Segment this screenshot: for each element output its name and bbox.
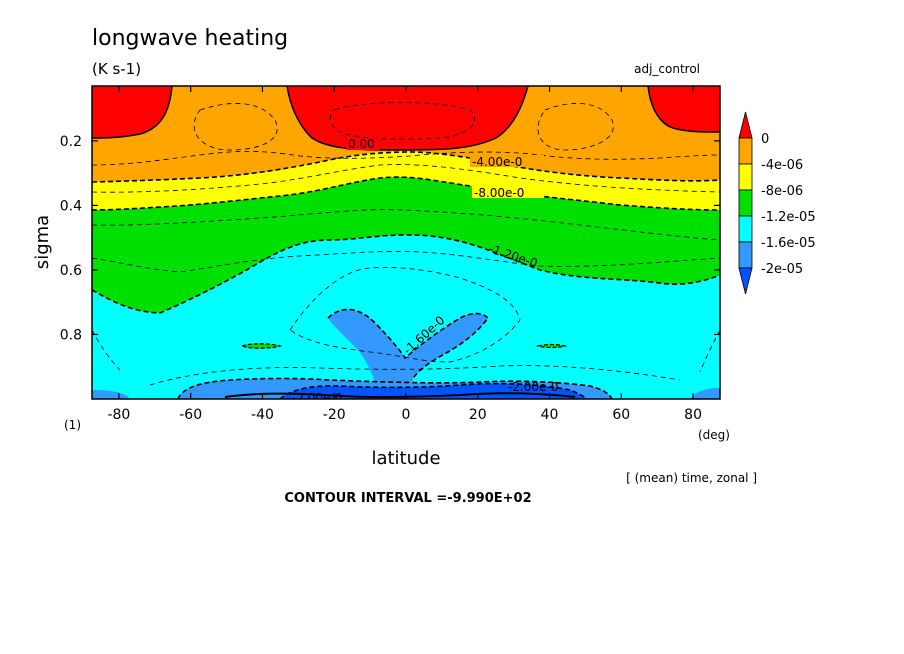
contour-label-1: -4.00e-0 <box>472 155 522 169</box>
colorbar-segment <box>738 241 753 269</box>
contour-label-6: -2.00e-0 <box>292 391 342 405</box>
x-tick-label: -20 <box>323 407 346 423</box>
colorbar-segment <box>738 189 753 217</box>
y-axis: 0.2 0.4 0.6 0.8 <box>60 134 720 343</box>
x-tick-label: -40 <box>251 407 274 423</box>
colorbar-bottom-arrow <box>738 267 753 295</box>
plot-area: 0.00 -4.00e-0 -8.00e-0 -1.20e-0 -1.60e-0… <box>92 86 720 405</box>
contour-interval-note: CONTOUR INTERVAL =-9.990E+02 <box>284 491 531 506</box>
band-green-blob-left <box>242 343 280 349</box>
colorbar: 0 -4e-06 -8e-06 -1.2e-05 -1.6e-05 -2e-05 <box>738 111 816 295</box>
contour-line-blob-left <box>240 343 283 349</box>
colorbar-label: 0 <box>761 132 769 147</box>
band-blue-left-corner <box>92 390 130 399</box>
contour-line-bottom-c <box>224 392 576 399</box>
x-axis: -80 -60 -40 -20 0 20 40 60 80 <box>107 86 702 423</box>
contour-line-thin-c <box>92 209 720 241</box>
run-label: adj_control <box>634 62 700 76</box>
x-tick-label: 80 <box>684 407 702 423</box>
contour-line-thin-f <box>149 365 681 386</box>
colorbar-label: -4e-06 <box>761 158 803 173</box>
band-blue-tongue <box>328 309 488 399</box>
contour-line-16e6 <box>327 308 490 381</box>
band-red-right <box>648 86 720 132</box>
y-tick-label: 0.6 <box>60 263 82 279</box>
contour-line-bottom-b <box>279 382 587 399</box>
x-tick-label: -60 <box>179 407 202 423</box>
averaging-note: [ (mean) time, zonal ] <box>626 471 757 485</box>
contour-line-thin-e <box>289 267 521 363</box>
x-tick-label: 20 <box>469 407 487 423</box>
contour-line-thin-d <box>92 251 720 273</box>
contour-line-bottom-a <box>177 377 613 399</box>
band-deepblue-bottom <box>280 383 586 399</box>
band-blue-right-corner <box>690 388 720 399</box>
band-red-left <box>92 86 172 138</box>
y-axis-label: sigma <box>32 215 53 269</box>
contour-label-5: -2.00e-0 <box>508 380 558 394</box>
x-axis-label: latitude <box>371 448 440 469</box>
contour-line-zero-left <box>92 86 173 139</box>
contour-label-2: -8.00e-0 <box>474 186 524 200</box>
x-tick-label: 0 <box>402 407 411 423</box>
contour-line-blob-right <box>535 343 568 349</box>
contour-line-right-edge <box>699 329 720 373</box>
colorbar-segment <box>738 163 753 191</box>
contour-line-12e6 <box>92 234 720 314</box>
contour-line-zero-center <box>286 86 529 151</box>
colorbar-segment <box>738 215 753 243</box>
contour-line-zero-right <box>647 86 720 133</box>
contour-line-thin-upper <box>193 103 278 151</box>
colorbar-label: -2e-05 <box>761 262 803 277</box>
y-tick-label: 0.4 <box>60 198 82 214</box>
contour-line-thin-upper-right <box>537 103 614 151</box>
x-unit-label: (deg) <box>698 428 730 442</box>
contour-line-8e6 <box>92 176 720 211</box>
y-tick-label: 0.2 <box>60 134 82 150</box>
contour-line-thin-a <box>92 150 720 166</box>
contour-label-0: 0.00 <box>348 137 375 151</box>
colorbar-label: -1.2e-05 <box>761 210 816 225</box>
contour-line-4e6 <box>92 151 720 183</box>
x-tick-label: 40 <box>541 407 559 423</box>
contour-line-thin-b <box>92 164 720 193</box>
x-tick-label: -80 <box>107 407 130 423</box>
y-tick-label: 0.8 <box>60 327 82 343</box>
x-tick-label: 60 <box>612 407 630 423</box>
level-note: (1) <box>64 418 81 432</box>
colorbar-segment <box>738 137 753 165</box>
colorbar-label: -8e-06 <box>761 184 803 199</box>
colorbar-top-arrow <box>738 111 753 139</box>
contour-line-left-edge <box>92 329 121 371</box>
colorbar-label: -1.6e-05 <box>761 236 816 251</box>
chart-title: longwave heating <box>92 26 288 51</box>
units-label: (K s-1) <box>92 60 141 78</box>
